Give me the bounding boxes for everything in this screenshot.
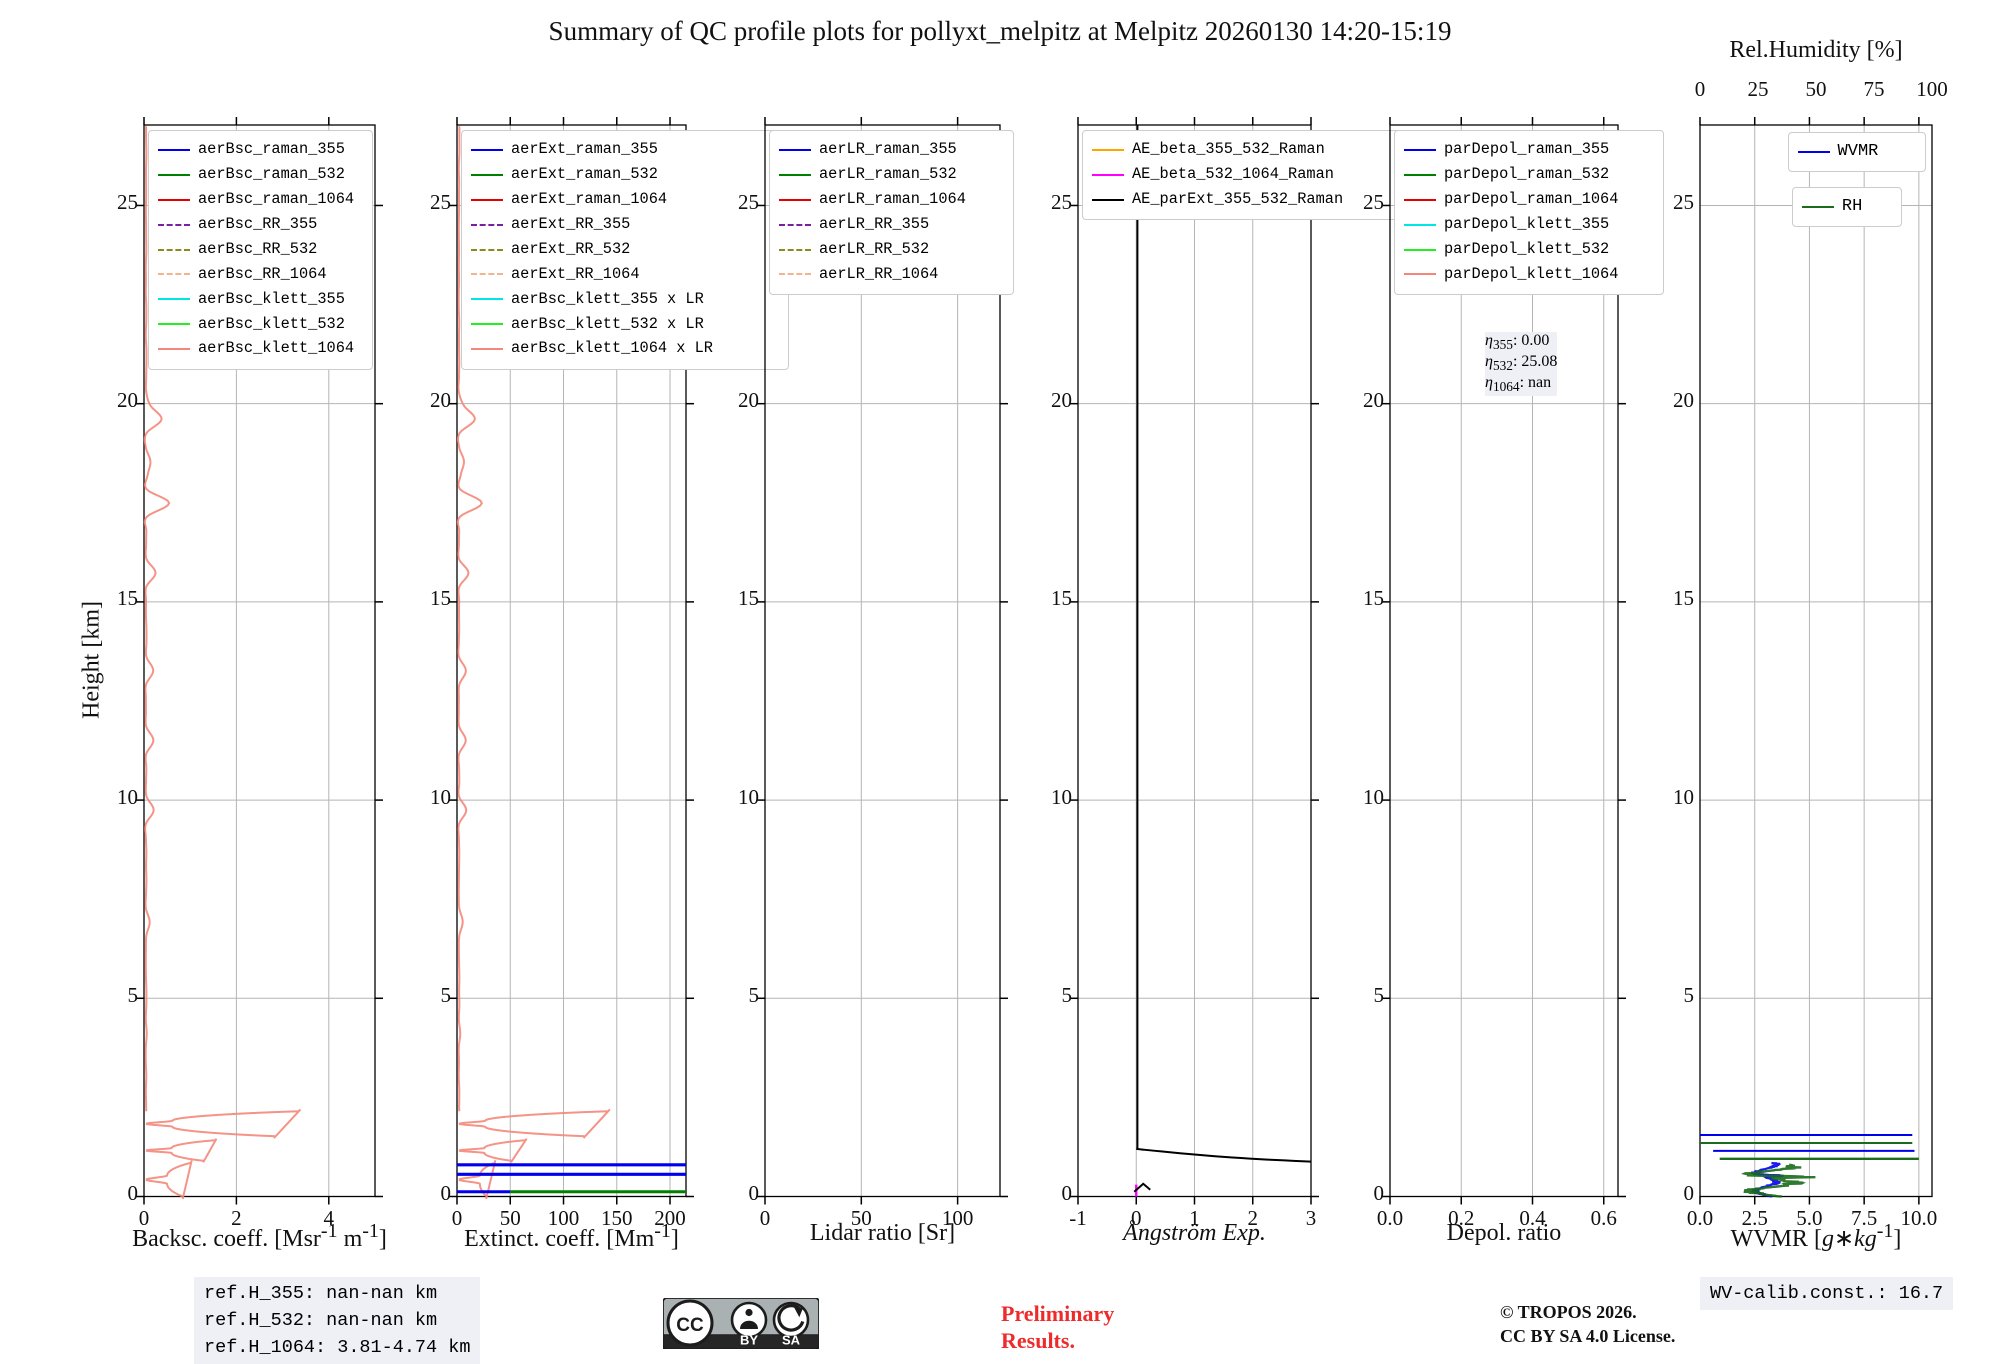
svg-text:SA: SA <box>782 1333 801 1348</box>
svg-text:BY: BY <box>740 1333 758 1348</box>
svg-text:CC: CC <box>676 1315 704 1336</box>
